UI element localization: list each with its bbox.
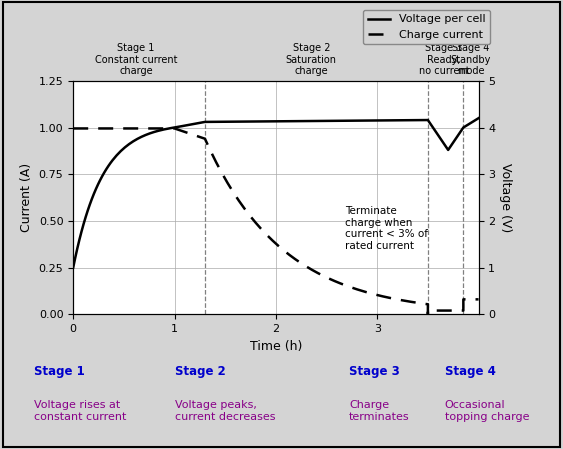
Text: Stage 4
Standby
mode: Stage 4 Standby mode [450, 43, 490, 76]
Text: Terminate
charge when
current < 3% of
rated current: Terminate charge when current < 3% of ra… [345, 206, 428, 251]
Text: Occasional
topping charge: Occasional topping charge [445, 400, 529, 422]
X-axis label: Time (h): Time (h) [249, 339, 302, 352]
Text: Stage 1
Constant current
charge: Stage 1 Constant current charge [95, 43, 177, 76]
Text: Stage 3: Stage 3 [349, 365, 400, 378]
Text: Stage 1: Stage 1 [34, 365, 84, 378]
Text: Stage 2
Saturation
charge: Stage 2 Saturation charge [286, 43, 337, 76]
Text: Stage 4: Stage 4 [445, 365, 495, 378]
Text: Charge
terminates: Charge terminates [349, 400, 410, 422]
Text: Voltage peaks,
current decreases: Voltage peaks, current decreases [175, 400, 275, 422]
Legend: Voltage per cell, Charge current: Voltage per cell, Charge current [363, 10, 490, 44]
Text: Stage 3
Ready;
no current: Stage 3 Ready; no current [419, 43, 470, 76]
Text: Voltage rises at
constant current: Voltage rises at constant current [34, 400, 126, 422]
Text: Stage 2: Stage 2 [175, 365, 225, 378]
Y-axis label: Current (A): Current (A) [20, 163, 33, 232]
Y-axis label: Voltage (V): Voltage (V) [499, 163, 512, 232]
